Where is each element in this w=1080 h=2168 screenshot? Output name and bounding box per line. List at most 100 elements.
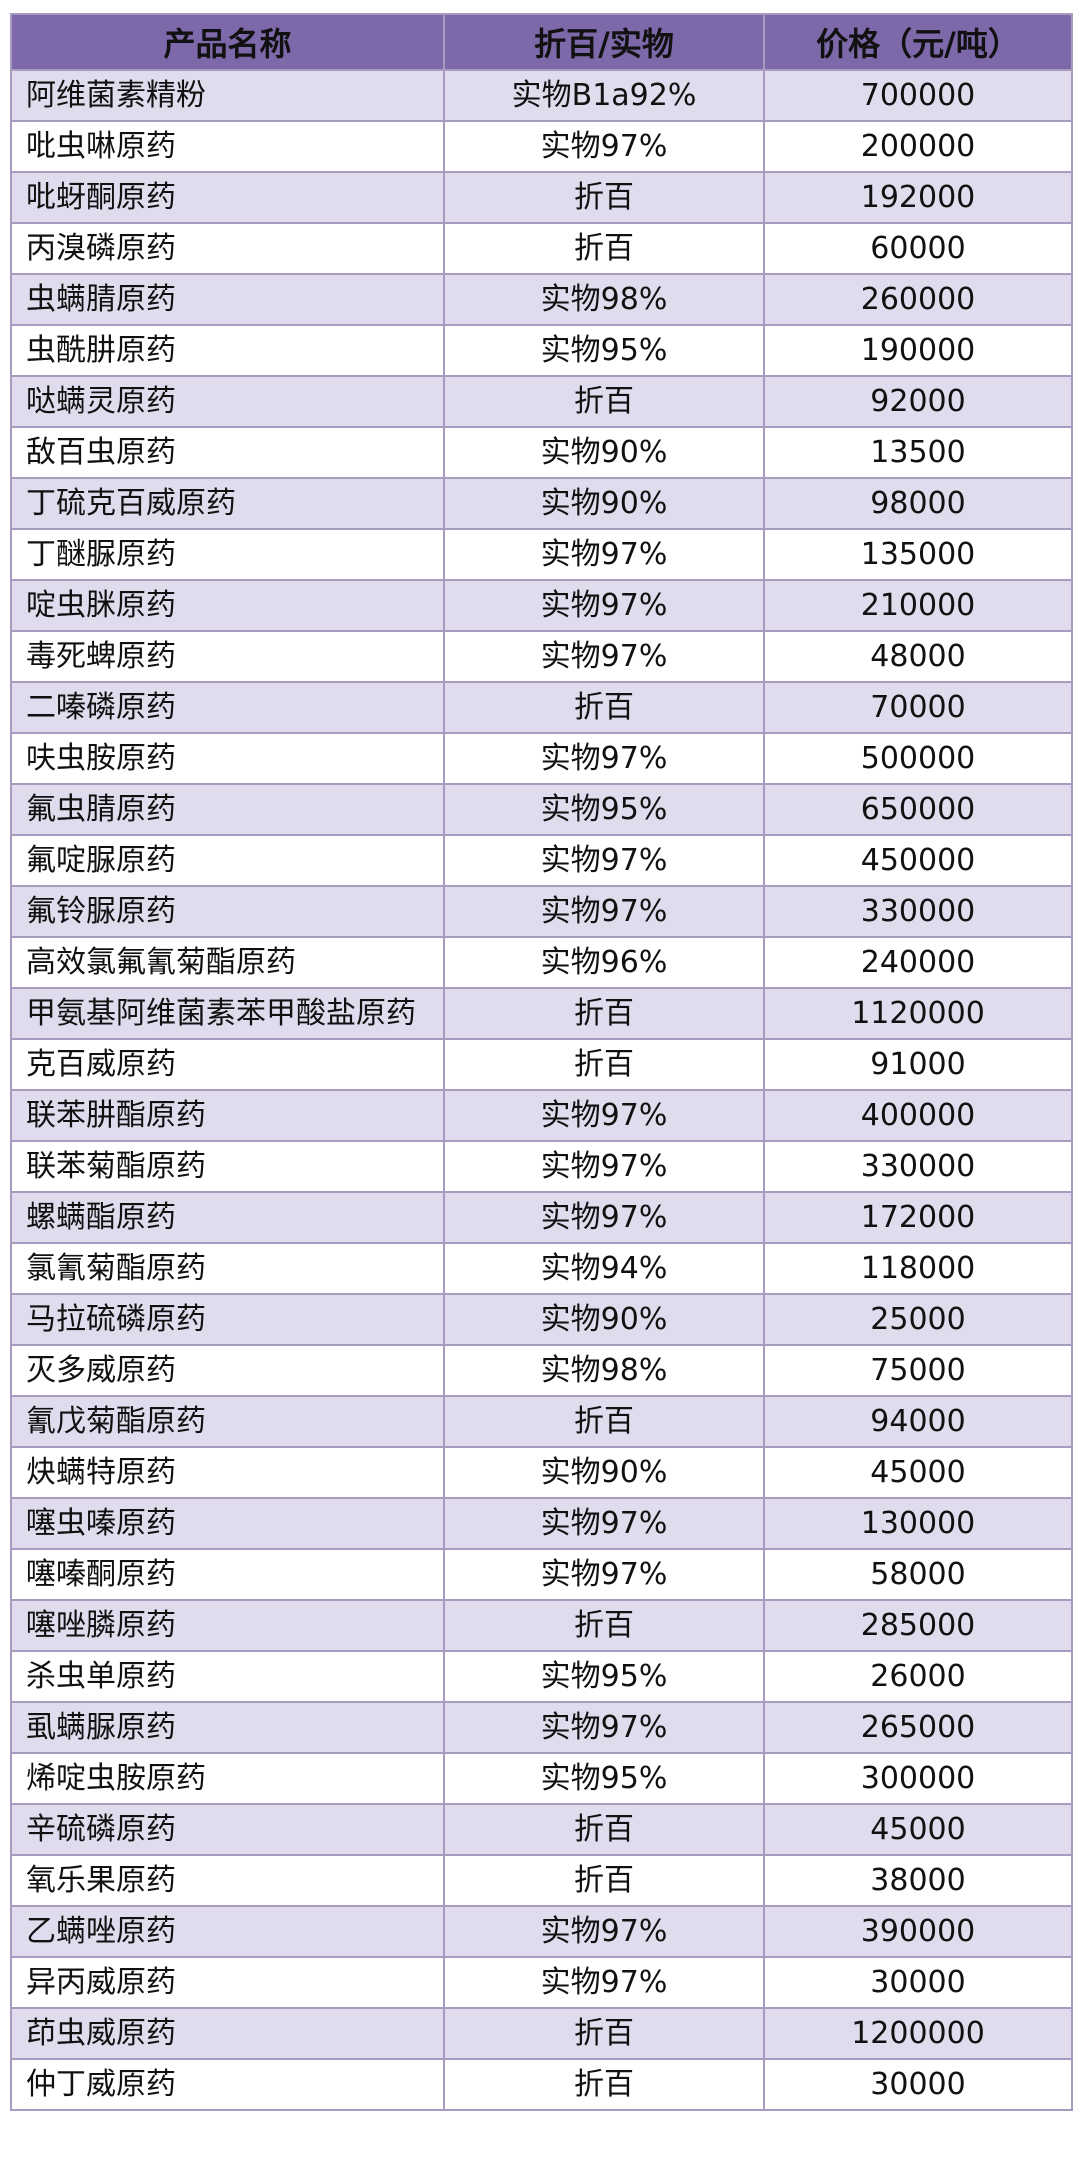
header-price: 价格（元/吨）	[763, 13, 1073, 71]
price-cell: 30000	[763, 1956, 1073, 2009]
product-name-cell: 噻嗪酮原药	[10, 1548, 445, 1601]
table-row: 氯氰菊酯原药 实物94% 118000	[10, 1242, 1073, 1295]
table-row: 乙螨唑原药 实物97% 390000	[10, 1905, 1073, 1958]
price-cell: 450000	[763, 834, 1073, 887]
product-name-cell: 哒螨灵原药	[10, 375, 445, 428]
spec-cell: 实物95%	[443, 783, 765, 836]
table-row: 甲氨基阿维菌素苯甲酸盐原药 折百 1120000	[10, 987, 1073, 1040]
product-name-cell: 毒死蜱原药	[10, 630, 445, 683]
price-cell: 265000	[763, 1701, 1073, 1754]
price-cell: 45000	[763, 1446, 1073, 1499]
spec-cell: 折百	[443, 171, 765, 224]
price-cell: 400000	[763, 1089, 1073, 1142]
product-name-cell: 杀虫单原药	[10, 1650, 445, 1703]
price-cell: 45000	[763, 1803, 1073, 1856]
product-name-cell: 氟啶脲原药	[10, 834, 445, 887]
table-row: 丁硫克百威原药 实物90% 98000	[10, 477, 1073, 530]
product-name-cell: 氟铃脲原药	[10, 885, 445, 938]
product-name-cell: 联苯肼酯原药	[10, 1089, 445, 1142]
spec-cell: 实物97%	[443, 120, 765, 173]
product-name-cell: 甲氨基阿维菌素苯甲酸盐原药	[10, 987, 445, 1040]
spec-cell: 实物90%	[443, 1293, 765, 1346]
product-name-cell: 虱螨脲原药	[10, 1701, 445, 1754]
product-name-cell: 克百威原药	[10, 1038, 445, 1091]
spec-cell: 实物97%	[443, 834, 765, 887]
product-name-cell: 炔螨特原药	[10, 1446, 445, 1499]
product-name-cell: 螺螨酯原药	[10, 1191, 445, 1244]
price-cell: 94000	[763, 1395, 1073, 1448]
header-spec: 折百/实物	[443, 13, 765, 71]
spec-cell: 折百	[443, 222, 765, 275]
product-name-cell: 阿维菌素精粉	[10, 69, 445, 122]
product-name-cell: 噻虫嗪原药	[10, 1497, 445, 1550]
table-row: 茚虫威原药 折百 1200000	[10, 2007, 1073, 2060]
table-row: 高效氯氟氰菊酯原药 实物96% 240000	[10, 936, 1073, 989]
spec-cell: 实物B1a92%	[443, 69, 765, 122]
spec-cell: 实物97%	[443, 1905, 765, 1958]
product-name-cell: 氯氰菊酯原药	[10, 1242, 445, 1295]
price-cell: 92000	[763, 375, 1073, 428]
price-table: 产品名称 折百/实物 价格（元/吨） 阿维菌素精粉 实物B1a92% 700000 吡…	[10, 13, 1073, 2111]
price-cell: 98000	[763, 477, 1073, 530]
spec-cell: 折百	[443, 2058, 765, 2111]
product-name-cell: 氧乐果原药	[10, 1854, 445, 1907]
price-cell: 330000	[763, 1140, 1073, 1193]
table-row: 螺螨酯原药 实物97% 172000	[10, 1191, 1073, 1244]
product-name-cell: 虫螨腈原药	[10, 273, 445, 326]
product-name-cell: 吡蚜酮原药	[10, 171, 445, 224]
table-row: 毒死蜱原药 实物97% 48000	[10, 630, 1073, 683]
price-cell: 190000	[763, 324, 1073, 377]
product-name-cell: 高效氯氟氰菊酯原药	[10, 936, 445, 989]
price-cell: 13500	[763, 426, 1073, 479]
table-row: 虱螨脲原药 实物97% 265000	[10, 1701, 1073, 1754]
table-row: 克百威原药 折百 91000	[10, 1038, 1073, 1091]
table-row: 虫酰肼原药 实物95% 190000	[10, 324, 1073, 377]
spec-cell: 折百	[443, 987, 765, 1040]
spec-cell: 实物95%	[443, 324, 765, 377]
product-name-cell: 灭多威原药	[10, 1344, 445, 1397]
spec-cell: 实物97%	[443, 1089, 765, 1142]
table-row: 丁醚脲原药 实物97% 135000	[10, 528, 1073, 581]
price-cell: 118000	[763, 1242, 1073, 1295]
product-name-cell: 吡虫啉原药	[10, 120, 445, 173]
spec-cell: 折百	[443, 681, 765, 734]
product-name-cell: 乙螨唑原药	[10, 1905, 445, 1958]
product-name-cell: 敌百虫原药	[10, 426, 445, 479]
header-product-name: 产品名称	[10, 13, 445, 71]
price-cell: 25000	[763, 1293, 1073, 1346]
spec-cell: 实物90%	[443, 1446, 765, 1499]
product-name-cell: 丁硫克百威原药	[10, 477, 445, 530]
price-cell: 58000	[763, 1548, 1073, 1601]
product-name-cell: 呋虫胺原药	[10, 732, 445, 785]
price-cell: 260000	[763, 273, 1073, 326]
table-row: 虫螨腈原药 实物98% 260000	[10, 273, 1073, 326]
spec-cell: 实物96%	[443, 936, 765, 989]
product-name-cell: 虫酰肼原药	[10, 324, 445, 377]
spec-cell: 实物97%	[443, 885, 765, 938]
price-cell: 70000	[763, 681, 1073, 734]
table-row: 联苯菊酯原药 实物97% 330000	[10, 1140, 1073, 1193]
price-cell: 91000	[763, 1038, 1073, 1091]
product-name-cell: 丙溴磷原药	[10, 222, 445, 275]
spec-cell: 实物97%	[443, 528, 765, 581]
spec-cell: 折百	[443, 1599, 765, 1652]
spec-cell: 实物90%	[443, 477, 765, 530]
table-row: 吡蚜酮原药 折百 192000	[10, 171, 1073, 224]
price-cell: 285000	[763, 1599, 1073, 1652]
spec-cell: 实物97%	[443, 630, 765, 683]
table-row: 敌百虫原药 实物90% 13500	[10, 426, 1073, 479]
table-row: 仲丁威原药 折百 30000	[10, 2058, 1073, 2111]
product-name-cell: 茚虫威原药	[10, 2007, 445, 2060]
table-row: 炔螨特原药 实物90% 45000	[10, 1446, 1073, 1499]
price-cell: 130000	[763, 1497, 1073, 1550]
table-row: 噻嗪酮原药 实物97% 58000	[10, 1548, 1073, 1601]
price-cell: 38000	[763, 1854, 1073, 1907]
price-cell: 700000	[763, 69, 1073, 122]
spec-cell: 折百	[443, 1038, 765, 1091]
spec-cell: 实物97%	[443, 1497, 765, 1550]
spec-cell: 实物97%	[443, 1191, 765, 1244]
spec-cell: 实物97%	[443, 1956, 765, 2009]
product-name-cell: 噻唑膦原药	[10, 1599, 445, 1652]
price-cell: 30000	[763, 2058, 1073, 2111]
price-cell: 26000	[763, 1650, 1073, 1703]
